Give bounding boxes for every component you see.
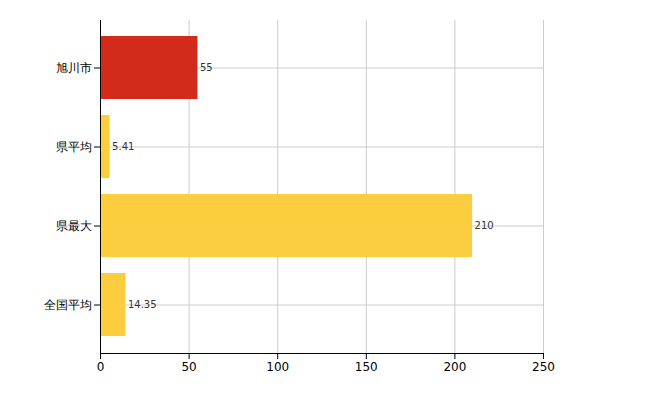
svg-text:県最大: 県最大 (56, 219, 92, 233)
svg-text:100: 100 (266, 360, 289, 374)
svg-text:150: 150 (355, 360, 378, 374)
svg-text:県平均: 県平均 (56, 140, 92, 154)
svg-text:55: 55 (200, 62, 213, 73)
svg-text:250: 250 (532, 360, 555, 374)
svg-text:5.41: 5.41 (112, 141, 134, 152)
svg-text:200: 200 (443, 360, 466, 374)
svg-text:全国平均: 全国平均 (44, 298, 92, 312)
svg-text:50: 50 (181, 360, 196, 374)
svg-text:旭川市: 旭川市 (56, 61, 92, 75)
svg-text:0: 0 (97, 360, 105, 374)
svg-text:210: 210 (475, 220, 494, 231)
svg-text:14.35: 14.35 (128, 299, 157, 310)
